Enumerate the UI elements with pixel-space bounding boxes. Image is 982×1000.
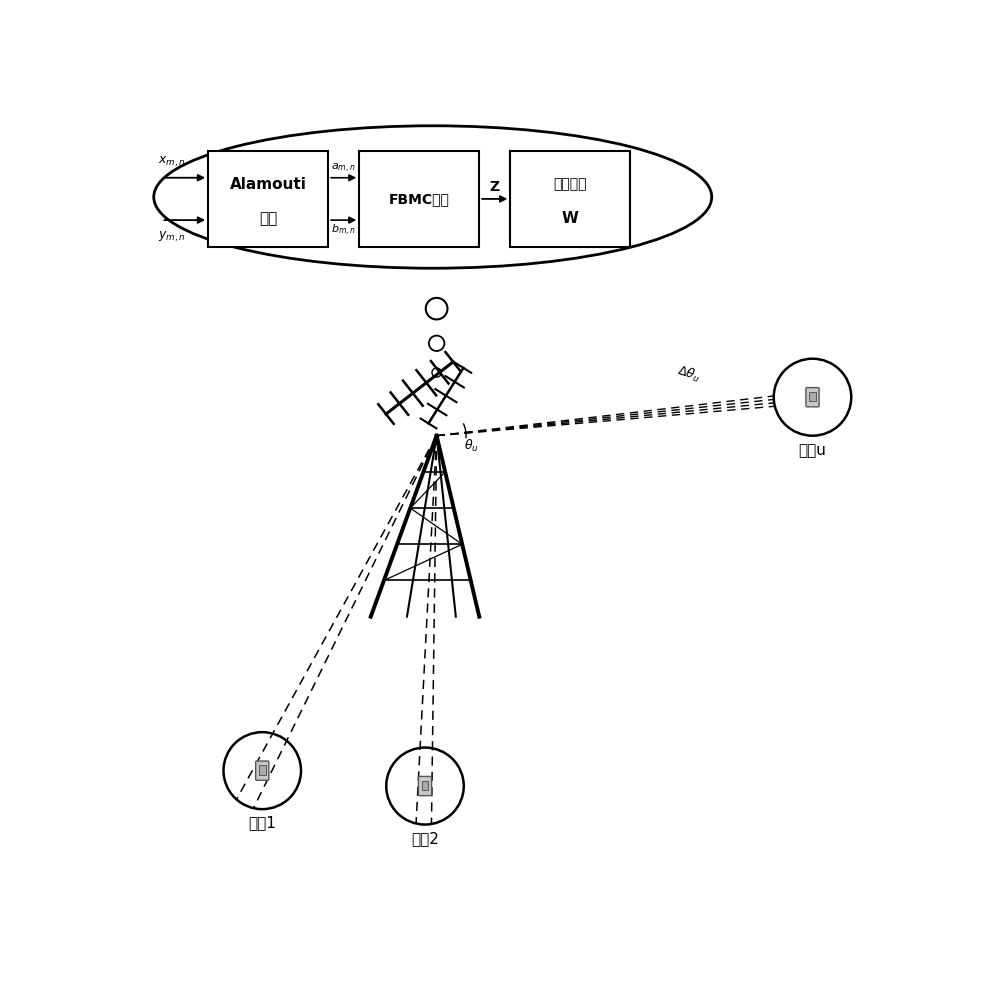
- Text: $b_{m,n}$: $b_{m,n}$: [331, 223, 356, 238]
- FancyBboxPatch shape: [255, 761, 269, 780]
- Bar: [259, 765, 266, 774]
- Text: Alamouti: Alamouti: [230, 177, 306, 192]
- Text: 编码: 编码: [259, 211, 277, 226]
- Ellipse shape: [154, 126, 712, 268]
- Text: $x_{m,n}$: $x_{m,n}$: [158, 154, 186, 169]
- Text: W: W: [562, 211, 578, 226]
- Text: $y_{m,n}$: $y_{m,n}$: [158, 229, 186, 244]
- Text: $a_{m,n}$: $a_{m,n}$: [331, 162, 356, 175]
- Text: 用户u: 用户u: [798, 443, 827, 458]
- Text: Z: Z: [490, 180, 500, 194]
- Bar: [359, 151, 479, 247]
- Text: 用户2: 用户2: [411, 831, 439, 846]
- Bar: [421, 781, 428, 790]
- Text: 线性加权: 线性加权: [554, 177, 587, 191]
- FancyBboxPatch shape: [418, 776, 431, 796]
- Text: FBMC调制: FBMC调制: [389, 192, 450, 206]
- Bar: [809, 392, 816, 401]
- Bar: [511, 151, 630, 247]
- FancyBboxPatch shape: [806, 388, 819, 407]
- Text: $\Delta\theta_u$: $\Delta\theta_u$: [675, 362, 702, 385]
- Bar: [208, 151, 328, 247]
- Text: $\theta_u$: $\theta_u$: [464, 438, 478, 454]
- Text: 用户1: 用户1: [248, 815, 276, 830]
